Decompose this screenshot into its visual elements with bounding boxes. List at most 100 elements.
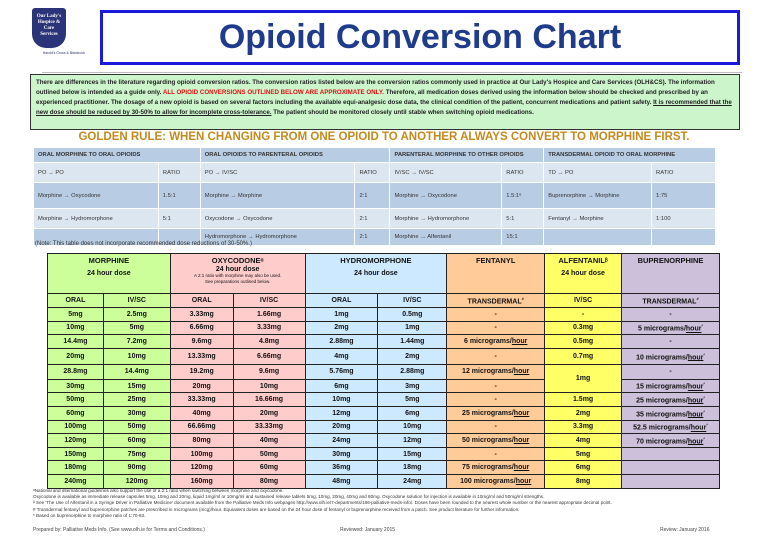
- header-hydromorphone: HYDROMORPHONE 24 hour dose: [304, 253, 448, 294]
- ratio-subheader: RATIO: [501, 162, 545, 183]
- dose-row: 28.8mg 14.4mg 19.2mg 9.6mg 5.76mg 2.88mg 12 mi…: [47, 363, 720, 394]
- footnote: * Based on buprenorphine to morphine rat…: [33, 512, 146, 518]
- morphine-ivsc-cell: 25mg: [102, 392, 171, 407]
- ratio-cell: Morphine → Morphine: [199, 182, 356, 209]
- oxycodone-ivsc-cell: 6.66mg: [232, 347, 306, 365]
- buprenorphine-td-cell: -: [621, 334, 720, 349]
- route-header: TRANSDERMAL#: [446, 293, 546, 308]
- info-warning: ALL OPIOID CONVERSIONS OUTLINED BELOW AR…: [162, 89, 385, 96]
- dose-row: 20mg 10mg 13.33mg 6.66mg 4mg 2mg -0.7mg 10 micr…: [47, 347, 720, 365]
- ratio-cell: 1:75: [651, 182, 716, 209]
- hydromorphone-ivsc-cell: 10mg: [377, 419, 448, 435]
- route-header: IV/SC: [377, 293, 448, 308]
- ratio-cell: 2:1: [354, 228, 391, 246]
- oxycodone-ivsc-cell: 60mg: [232, 460, 306, 475]
- buprenorphine-td-cell: [621, 473, 720, 489]
- hydromorphone-oral-cell: 36mg: [304, 460, 379, 475]
- ratio-cell: [543, 228, 653, 246]
- logo-shield: Our Lady's Hospice & Care Services: [32, 8, 66, 48]
- route-header: IV/SC: [102, 293, 171, 308]
- oxycodone-oral-cell: 3.33mg: [169, 307, 234, 322]
- dose-row: 180mg 90mg 120mg 60mg 36mg 18mg 75 micrograms/…: [47, 460, 720, 475]
- oxycodone-oral-cell: 9.6mg: [169, 334, 234, 349]
- ratio-subheader: PO → IV/SC: [199, 162, 356, 183]
- dose-label: 24 hour dose: [87, 270, 131, 277]
- hydromorphone-ivsc-cell: 6mg: [377, 405, 448, 421]
- page-title: Opioid Conversion Chart: [218, 18, 622, 56]
- morphine-ivsc-cell: 5mg: [102, 320, 171, 336]
- footnote: ᵅNational and international guidelines a…: [33, 488, 284, 493]
- route-header: IV/SC: [232, 293, 306, 308]
- hydromorphone-oral-cell: 12mg: [304, 405, 379, 421]
- oxycodone-ivsc-cell: 80mg: [232, 473, 306, 489]
- fentanyl-td-cell: -: [446, 347, 546, 365]
- hydromorphone-ivsc-cell: 0.5mg: [377, 307, 448, 322]
- drug-name: MORPHINE: [88, 256, 130, 265]
- alfentanil-ivsc-cell: 0.5mg: [544, 334, 623, 349]
- morphine-oral-cell: 30mg: [47, 378, 104, 394]
- ratio-row: Morphine → Oxycodone 1.5:1 Morphine → Morp…: [33, 182, 716, 209]
- ratio-table: ORAL MORPHINE TO ORAL OPIOIDS ORAL OPIOI…: [33, 147, 716, 246]
- morphine-oral-cell: 180mg: [47, 460, 104, 475]
- oxycodone-oral-cell: 160mg: [169, 473, 234, 489]
- hydromorphone-ivsc-cell: 2mg: [377, 347, 448, 365]
- review-date: Review: January 2016: [660, 527, 710, 533]
- fentanyl-td-cell: 50 micrograms/hour: [446, 433, 546, 448]
- oxy-note: A 2:1 ratio with morphine may also be us…: [193, 273, 282, 278]
- ratio-cell: Morphine → Oxycodone: [33, 182, 159, 209]
- header-morphine: MORPHINE 24 hour dose: [47, 253, 171, 294]
- footnote: # Transdermal fentanyl and buprenorphine…: [33, 506, 520, 512]
- footnotes: ᵅNational and international guidelines a…: [33, 488, 733, 519]
- buprenorphine-td-cell: [621, 446, 720, 462]
- morphine-ivsc-cell: 90mg: [102, 460, 171, 475]
- morphine-ivsc-cell: 75mg: [102, 446, 171, 462]
- fentanyl-td-cell: 75 micrograms/hour: [446, 460, 546, 475]
- section-header: PARENTERAL MORPHINE TO OTHER OPIOIDS: [389, 147, 545, 163]
- ratio-subheader: PO → PO: [33, 162, 159, 183]
- hospice-logo: Our Lady's Hospice & Care Services Harol…: [30, 8, 92, 70]
- morphine-oral-cell: 100mg: [47, 419, 104, 435]
- ratio-subheader: RATIO: [651, 162, 716, 183]
- hydromorphone-oral-cell: 48mg: [304, 473, 379, 489]
- ratio-cell: 2:1: [354, 182, 391, 209]
- header-buprenorphine: BUPRENORPHINE: [621, 253, 720, 294]
- section-header: ORAL MORPHINE TO ORAL OPIOIDS: [33, 147, 201, 163]
- hydromorphone-oral-cell: 6mg: [304, 378, 379, 394]
- morphine-oral-cell: 240mg: [47, 473, 104, 489]
- hydromorphone-oral-cell: 2.88mg: [304, 334, 379, 349]
- alfentanil-ivsc-cell: 0.7mg: [544, 347, 623, 365]
- oxycodone-ivsc-cell: 4.8mg: [232, 334, 306, 349]
- morphine-oral-cell: 14.4mg: [47, 334, 104, 349]
- oxy-note: See preparations outlined below.: [204, 279, 271, 284]
- ratio-subheader: RATIO: [354, 162, 391, 183]
- buprenorphine-td-cell: 70 micrograms/hour*: [621, 433, 720, 448]
- hydromorphone-oral-cell: 1mg: [304, 307, 379, 322]
- drug-name: OXYCODONEᵅ: [211, 256, 264, 265]
- buprenorphine-td-cell: [621, 460, 720, 475]
- footnote: Oxycodone is available as immediate rele…: [33, 494, 545, 500]
- drug-name: HYDROMORPHONE: [340, 256, 412, 265]
- morphine-ivsc-cell: 7.2mg: [102, 334, 171, 349]
- dose-row: 100mg 50mg 66.66mg 33.33mg 20mg 10mg -3.3mg 52.…: [47, 419, 720, 435]
- drug-header-row: MORPHINE 24 hour dose OXYCODONEᵅ 24 hour d…: [47, 253, 720, 294]
- dose-row: 60mg 30mg 40mg 20mg 12mg 6mg 25 micrograms/hou…: [47, 405, 720, 421]
- ratio-cell: 1:100: [651, 208, 716, 229]
- buprenorphine-td-cell: 52.5 micrograms/hour*: [621, 419, 720, 435]
- ratio-subheader: TD → PO: [543, 162, 653, 183]
- ratio-cell: 1.5:1: [157, 182, 201, 209]
- oxycodone-ivsc-cell: 16.66mg: [232, 392, 306, 407]
- dose-row: 5mg 2.5mg 3.33mg 1.66mg 1mg 0.5mg - - -: [47, 307, 720, 322]
- info-text: There are differences in the literature …: [36, 79, 715, 96]
- hydromorphone-ivsc-cell: 18mg: [377, 460, 448, 475]
- dose-row: 240mg 120mg 160mg 80mg 48mg 24mg 100 microgram…: [47, 473, 720, 489]
- dose-row: 50mg 25mg 33.33mg 16.66mg 10mg 5mg -1.5mg 25 mi…: [47, 392, 720, 407]
- hydromorphone-oral-cell: 5.76mg: [304, 363, 379, 380]
- oxycodone-oral-cell: 33.33mg: [169, 392, 234, 407]
- alfentanil-ivsc-cell: 5mg: [544, 446, 623, 462]
- hydromorphone-oral-cell: 2mg: [304, 320, 379, 336]
- title-box: Opioid Conversion Chart: [100, 10, 740, 65]
- fentanyl-td-cell: 6 micrograms/hour: [446, 334, 546, 349]
- fentanyl-td-cell: 12 micrograms/hour: [446, 363, 546, 380]
- dose-row: 150mg 75mg 100mg 50mg 30mg 15mg -5mg: [47, 446, 720, 462]
- route-header: ORAL: [47, 293, 104, 308]
